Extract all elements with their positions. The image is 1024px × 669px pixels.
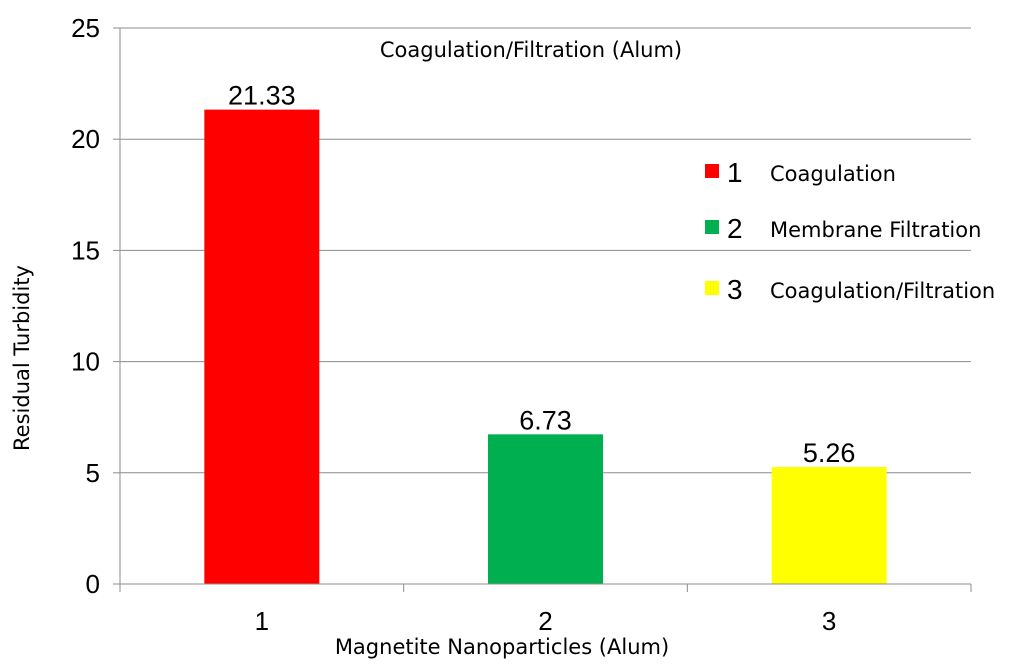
x-axis-title: Magnetite Nanoparticles (Alum) (335, 635, 669, 659)
legend-label: Membrane Filtration (770, 218, 981, 242)
y-tick-label: 10 (71, 347, 100, 377)
data-label-3: 5.26 (803, 438, 856, 468)
y-tick-label: 5 (86, 458, 100, 488)
chart-title: Coagulation/Filtration (Alum) (380, 38, 682, 62)
legend-label: Coagulation/Filtration (770, 279, 995, 303)
legend-swatch (705, 220, 719, 234)
y-tick-label: 0 (86, 569, 100, 599)
x-tick-labels: 1 2 3 (255, 606, 837, 636)
legend-number: 1 (727, 157, 743, 188)
bar-2 (488, 434, 603, 584)
bar-3 (771, 467, 887, 584)
legend-number: 2 (727, 213, 743, 244)
legend-item-3: 3 Coagulation/Filtration (705, 274, 995, 305)
legend-swatch (705, 281, 719, 295)
data-label-2: 6.73 (519, 405, 572, 435)
bar-1 (204, 109, 320, 585)
bars (204, 109, 887, 585)
y-tick-label: 15 (71, 235, 100, 265)
legend-item-2: 2 Membrane Filtration (705, 213, 981, 244)
y-axis-title: Residual Turbidity (10, 265, 34, 451)
y-tick-label: 20 (71, 124, 100, 154)
legend: 1 Coagulation 2 Membrane Filtration 3 Coagula… (705, 157, 995, 305)
legend-item-1: 1 Coagulation (705, 157, 896, 188)
x-tick-label: 1 (255, 606, 269, 636)
x-tick-label: 3 (822, 606, 836, 636)
data-labels: 21.33 6.73 5.26 (228, 81, 855, 468)
legend-number: 3 (727, 274, 743, 305)
x-tick-label: 2 (538, 606, 552, 636)
y-tick-labels: 0 5 10 15 20 25 (71, 13, 100, 599)
axes (119, 28, 972, 592)
y-tick-label: 25 (71, 13, 100, 43)
data-label-1: 21.33 (228, 81, 296, 111)
legend-label: Coagulation (770, 162, 896, 186)
legend-swatch (705, 164, 719, 178)
